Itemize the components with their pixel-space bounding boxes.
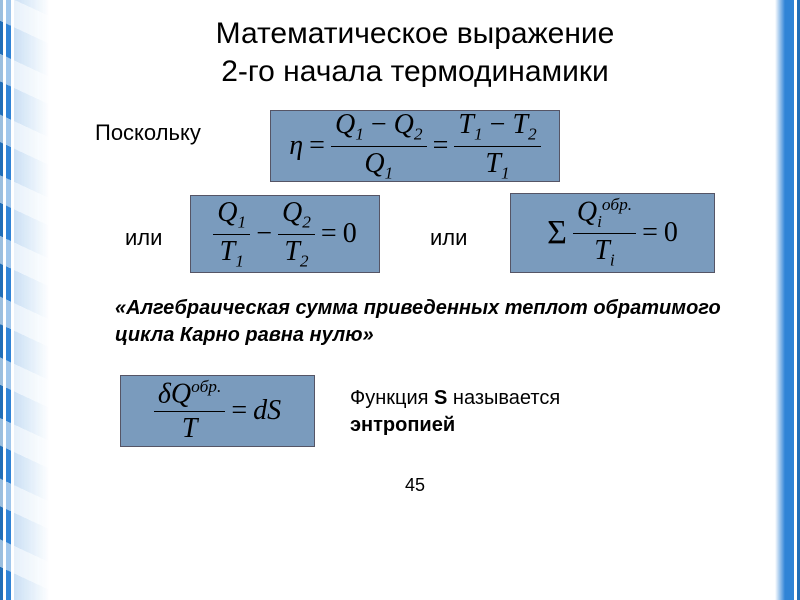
left-decorative-border xyxy=(0,0,50,600)
t2-sym: T xyxy=(512,109,528,140)
theorem-quote: «Алгебраическая сумма приведенных теплот… xyxy=(115,295,725,349)
formula-sum-reduced-heat: Σ Qiобр. Ti = 0 xyxy=(510,193,715,273)
t2-sub: 2 xyxy=(528,124,537,143)
f4-s: S xyxy=(267,395,281,426)
label-or-1: или xyxy=(125,225,162,251)
f3-q-sup: обр. xyxy=(602,195,632,214)
f3-q: Q xyxy=(577,196,597,227)
f4-t: T xyxy=(182,413,198,444)
q2-sym: Q xyxy=(394,109,414,140)
formula-reduced-heat-diff: Q1 T1 − Q2 T2 = 0 xyxy=(190,195,380,273)
q2-sub: 2 xyxy=(414,124,423,143)
q1d-sub: 1 xyxy=(385,163,394,182)
formula-entropy-definition: δQобр. T = dS xyxy=(120,375,315,447)
f3-zero: 0 xyxy=(664,217,678,249)
q1d-sym: Q xyxy=(364,148,384,179)
entropy-caption: Функция S называется энтропией xyxy=(350,385,680,439)
title-line-2: 2-го начала термодинамики xyxy=(221,55,609,88)
label-since: Поскольку xyxy=(95,120,201,146)
t1d-sub: 1 xyxy=(501,163,510,182)
f2-t2: T xyxy=(284,236,300,267)
delta-symbol: δ xyxy=(158,379,171,410)
f3-t: T xyxy=(594,235,610,266)
frac-t: T1 − T2 T1 xyxy=(454,110,540,183)
f4-q: Q xyxy=(171,379,191,410)
formula-carnot-efficiency: η = Q1 − Q2 Q1 = T1 − T2 xyxy=(270,110,560,182)
label-or-2: или xyxy=(430,225,467,251)
slide-title: Математическое выражение 2-го начала тер… xyxy=(60,15,770,90)
entropy-mid: называется xyxy=(447,387,560,409)
f2-t1: T xyxy=(220,236,236,267)
f2-q2: Q xyxy=(282,197,302,228)
frac-q: Q1 − Q2 Q1 xyxy=(331,110,427,183)
eta-symbol: η xyxy=(289,130,303,162)
f2-q1: Q xyxy=(217,197,237,228)
entropy-pre: Функция xyxy=(350,387,434,409)
f3-q-sub: i xyxy=(597,212,602,231)
t1-sym: T xyxy=(458,109,474,140)
right-decorative-border xyxy=(775,0,800,600)
f2-t1-sub: 1 xyxy=(235,251,244,270)
f2-t2-sub: 2 xyxy=(300,251,309,270)
f4-q-sup: обр. xyxy=(191,377,221,396)
f2-q2-sub: 2 xyxy=(302,212,311,231)
entropy-s: S xyxy=(434,387,447,409)
f2-q1-sub: 1 xyxy=(238,212,247,231)
page-number: 45 xyxy=(405,475,425,496)
entropy-term: энтропией xyxy=(350,414,455,436)
q1-sub: 1 xyxy=(355,124,364,143)
f4-d: d xyxy=(253,395,267,426)
sigma-symbol: Σ xyxy=(547,214,567,252)
slide-content: Математическое выражение 2-го начала тер… xyxy=(60,15,770,590)
title-line-1: Математическое выражение xyxy=(216,17,615,50)
t1-sub: 1 xyxy=(474,124,483,143)
f3-t-sub: i xyxy=(610,251,615,270)
q1-sym: Q xyxy=(335,109,355,140)
f2-zero: 0 xyxy=(343,218,357,250)
t1d-sym: T xyxy=(485,148,501,179)
